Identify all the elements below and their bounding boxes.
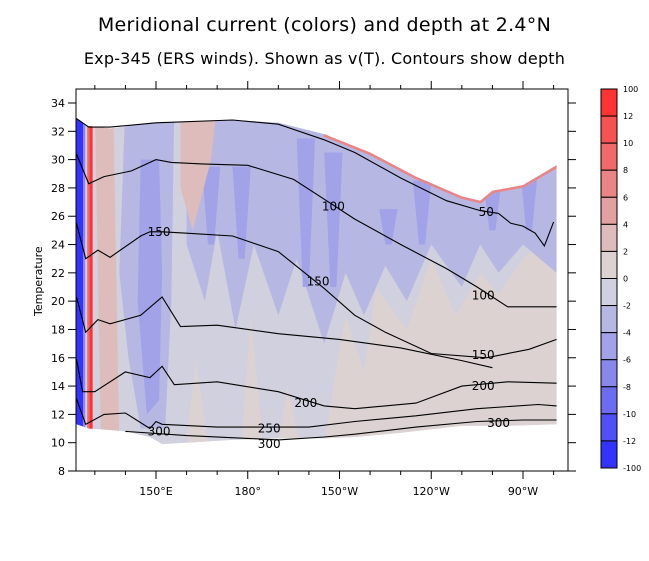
field-region-tongue-5 (412, 180, 432, 245)
colorbar-label: 8 (623, 166, 628, 175)
field-region-150e-strong (137, 159, 163, 415)
colorbar-swatch (600, 88, 618, 117)
field-region-tongue-3 (324, 152, 343, 287)
contour-label-250: 250 (258, 422, 281, 436)
y-tick-label: 10 (51, 437, 65, 450)
contour-line-250 (75, 398, 557, 430)
contour-line-150 (75, 223, 557, 359)
colorbar: 100 12 10 8 6 4 2 0 -2 -4 -6 -8 -10 -12 -100 (600, 85, 641, 473)
y-tick-label: 24 (51, 239, 65, 252)
colorbar-swatch (600, 359, 618, 388)
y-tick-label: 28 (51, 182, 65, 195)
contour-label-300: 300 (148, 424, 171, 438)
contour-label-150: 150 (307, 274, 330, 288)
y-tick-label: 12 (51, 408, 65, 421)
colorbar-label: 100 (623, 85, 638, 94)
plot-frame (75, 88, 569, 472)
colorbar-label: 12 (623, 112, 633, 121)
contour-label-300: 300 (487, 416, 510, 430)
field-boundary-red-outer (87, 118, 92, 445)
colorbar-label: 2 (623, 247, 628, 256)
x-tick-label: 180° (235, 485, 262, 498)
contour-line-200 (75, 359, 557, 410)
y-tick-label: 26 (51, 210, 65, 223)
colorbar-label: -8 (623, 383, 631, 392)
field-region-west-pink (94, 118, 120, 443)
colorbar-swatch (600, 169, 618, 198)
colorbar-swatch (600, 142, 618, 171)
colorbar-swatch (600, 278, 618, 307)
x-tick-label: 150°E (139, 485, 172, 498)
colorbar-label: -12 (623, 437, 636, 446)
field-region-tongue-0 (201, 166, 221, 245)
colorbar-swatch (600, 115, 618, 144)
x-tick-label: 150°W (321, 485, 358, 498)
contour-line-100 (75, 153, 557, 308)
y-tick-label: 18 (51, 323, 65, 336)
field-region-160e-pink (180, 118, 218, 231)
field-region-positive-tongues (186, 315, 300, 443)
contour-label-100: 100 (322, 199, 345, 213)
colorbar-label: 10 (623, 139, 633, 148)
y-tick-label: 16 (51, 352, 65, 365)
chart-title: Meridional current (colors) and depth at… (97, 14, 552, 36)
colorbar-label: -2 (623, 302, 631, 311)
contour-line-150b (75, 296, 493, 369)
y-tick-label: 32 (51, 125, 65, 138)
field-boundary-blue (76, 118, 84, 445)
y-tick-label: 34 (51, 97, 65, 110)
colorbar-label: 6 (623, 193, 628, 202)
contour-label-150: 150 (148, 225, 171, 239)
contour-line-300 (125, 419, 557, 441)
field-region-positive (324, 230, 557, 443)
contour-line-50 (76, 118, 555, 248)
y-tick-label: 22 (51, 267, 65, 280)
field-region-tongue-4 (379, 209, 398, 245)
contour-label-100: 100 (472, 288, 495, 302)
x-tick-label: 90°W (508, 485, 538, 498)
y-tick-label: 30 (51, 154, 65, 167)
colorbar-swatch (600, 413, 618, 442)
colorbar-swatch (600, 386, 618, 415)
colorbar-swatch (600, 250, 618, 280)
colorbar-label: -100 (623, 464, 641, 473)
colorbar-swatch (600, 223, 618, 252)
contour-label-200: 200 (294, 396, 317, 410)
x-tick-label: 120°W (413, 485, 450, 498)
field-boundary-blue-edge (83, 118, 86, 445)
colorbar-label: -6 (623, 356, 631, 365)
axes: 8 10 12 14 16 18 20 22 24 26 28 30 32 34 150°E 180° 150°… (51, 81, 576, 498)
colorbar-label: -4 (623, 329, 631, 338)
colorbar-label: 0 (623, 275, 628, 284)
colorbar-swatch (600, 196, 618, 225)
field-region-tongue-2 (296, 138, 316, 287)
chart-subtitle: Exp-345 (ERS winds). Shown as v(T). Cont… (83, 49, 566, 68)
field-boundary-red (89, 118, 93, 445)
colorbar-swatch (600, 332, 618, 361)
colorbar-label: 4 (623, 220, 628, 229)
contour-label-300: 300 (258, 437, 281, 451)
colorbar-swatch (600, 440, 618, 469)
y-axis-label: Temperature (32, 246, 45, 317)
contour-label-50: 50 (479, 205, 494, 219)
colorbar-label: -10 (623, 410, 636, 419)
y-tick-label: 8 (58, 465, 65, 478)
colorbar-swatch (600, 305, 618, 334)
field-region-tongue-1 (232, 166, 251, 259)
contour-label-150: 150 (472, 348, 495, 362)
y-tick-label: 20 (51, 295, 65, 308)
y-tick-label: 14 (51, 380, 65, 393)
contour-label-200: 200 (472, 379, 495, 393)
